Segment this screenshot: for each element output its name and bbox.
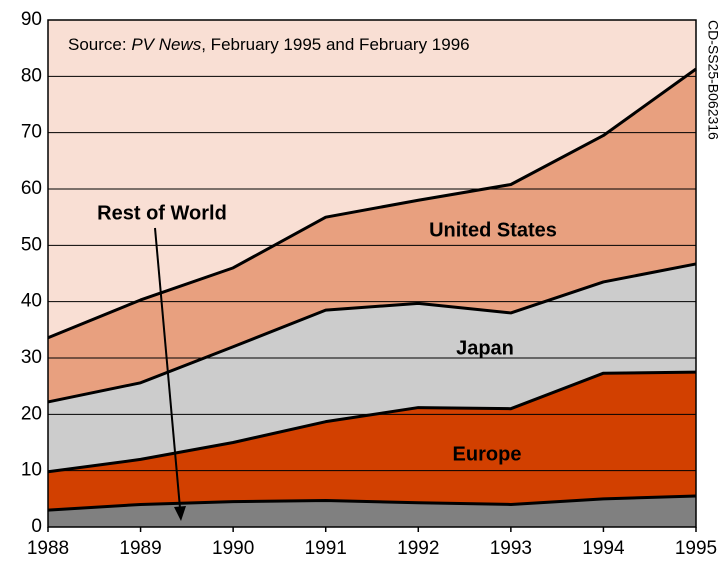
y-tick-label: 90 (21, 9, 42, 30)
source-part: , February 1995 and February 1996 (201, 35, 469, 54)
y-tick-label: 80 (21, 65, 42, 86)
x-tick-label: 1992 (397, 538, 439, 559)
y-tick-label: 40 (21, 291, 42, 312)
side-label: CD-SS25-B062316 (705, 20, 721, 140)
y-tick-label: 0 (31, 516, 42, 537)
area-fill (48, 263, 696, 472)
source-note: Source: PV News, February 1995 and Febru… (68, 35, 470, 54)
area-top-line (47, 262, 697, 404)
series-label: United States (429, 219, 557, 241)
series-label: Europe (453, 443, 522, 465)
y-tick-label: 10 (21, 460, 42, 481)
series-label: Japan (456, 337, 514, 359)
arrow-shaft (154, 227, 181, 509)
source-part: PV News (131, 35, 201, 54)
source-part: Source: (68, 35, 131, 54)
area-top-line (47, 67, 697, 340)
x-tick-label: 1988 (27, 538, 69, 559)
arrow-head (174, 506, 186, 521)
y-tick-label: 70 (21, 122, 42, 143)
y-tick-label: 60 (21, 178, 42, 199)
x-tick-label: 1989 (119, 538, 161, 559)
plot-frame (47, 19, 697, 528)
x-tick-label: 1991 (305, 538, 347, 559)
y-tick-label: 30 (21, 347, 42, 368)
series-label: Rest of World (97, 202, 227, 224)
area-fill (48, 372, 696, 511)
y-tick-label: 20 (21, 403, 42, 424)
area-top-line (47, 494, 697, 512)
x-tick-label: 1995 (675, 538, 717, 559)
area-top-line (47, 370, 697, 474)
area-fill (48, 69, 696, 402)
x-tick-label: 1993 (490, 538, 532, 559)
x-tick-label: 1990 (212, 538, 254, 559)
x-tick-label: 1994 (582, 538, 625, 559)
y-tick-label: 50 (21, 234, 42, 255)
